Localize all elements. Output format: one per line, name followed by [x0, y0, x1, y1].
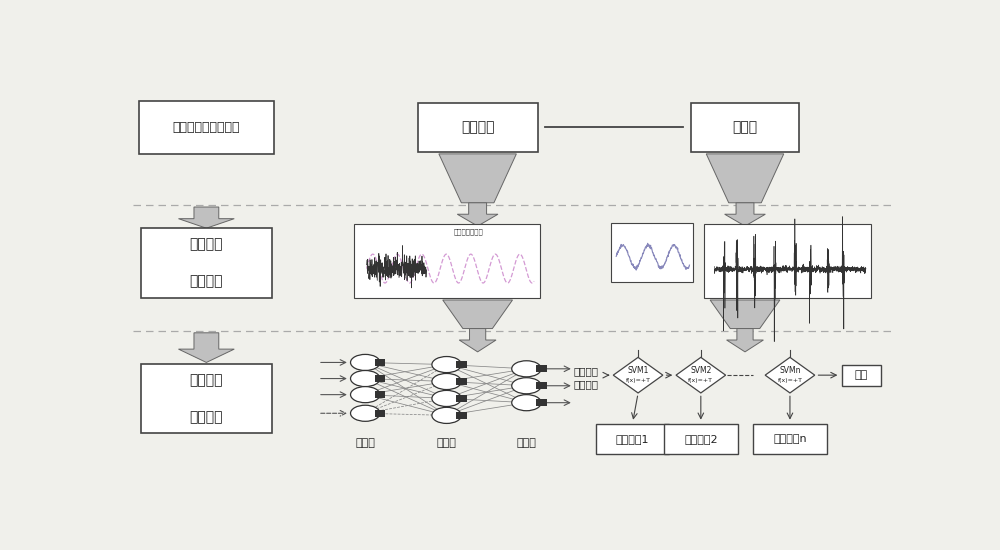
Circle shape — [351, 354, 380, 371]
Circle shape — [432, 356, 461, 372]
Text: 去噪后恢复信号: 去噪后恢复信号 — [454, 229, 484, 235]
Bar — [456, 412, 467, 419]
Bar — [456, 395, 467, 402]
Text: 输入层: 输入层 — [355, 438, 375, 448]
Text: 故障类型1: 故障类型1 — [616, 434, 649, 444]
Text: 中间层: 中间层 — [437, 438, 457, 448]
Bar — [375, 391, 385, 398]
Text: 机械特征: 机械特征 — [461, 120, 494, 134]
Bar — [375, 359, 385, 366]
Bar — [375, 410, 385, 417]
Bar — [375, 375, 385, 382]
Circle shape — [512, 361, 541, 377]
Text: 输出层: 输出层 — [517, 438, 536, 448]
Bar — [536, 399, 547, 406]
Circle shape — [512, 378, 541, 394]
Text: f(x)=+T: f(x)=+T — [688, 378, 713, 383]
Bar — [418, 103, 538, 152]
Polygon shape — [443, 300, 512, 328]
Bar — [704, 224, 871, 298]
Polygon shape — [178, 207, 234, 228]
Bar — [456, 361, 467, 368]
Bar — [664, 424, 738, 454]
Circle shape — [432, 373, 461, 389]
Bar — [354, 224, 540, 298]
Polygon shape — [439, 154, 516, 203]
Circle shape — [512, 395, 541, 411]
Circle shape — [351, 405, 380, 421]
Polygon shape — [178, 333, 234, 362]
Polygon shape — [459, 328, 496, 352]
Polygon shape — [725, 203, 765, 226]
Text: 向量输入: 向量输入 — [574, 379, 599, 389]
Polygon shape — [706, 154, 784, 203]
Text: 故障类型n: 故障类型n — [773, 434, 807, 444]
Polygon shape — [710, 300, 780, 328]
Text: f(x)=+T: f(x)=+T — [777, 378, 802, 383]
Circle shape — [351, 387, 380, 403]
Text: f(x)=+T: f(x)=+T — [626, 378, 651, 383]
Bar — [536, 382, 547, 389]
Circle shape — [432, 408, 461, 424]
Text: 故障特征: 故障特征 — [574, 366, 599, 376]
Bar — [611, 223, 693, 282]
Text: 电部分: 电部分 — [732, 120, 758, 134]
Bar — [536, 365, 547, 372]
Bar — [596, 424, 669, 454]
Text: SVM2: SVM2 — [690, 366, 712, 375]
Text: 故障诊断

诊断模型: 故障诊断 诊断模型 — [190, 373, 223, 424]
Text: 故障类型2: 故障类型2 — [684, 434, 718, 444]
Circle shape — [351, 371, 380, 387]
Polygon shape — [457, 203, 498, 226]
Text: SVM1: SVM1 — [627, 366, 649, 375]
Bar — [456, 378, 467, 385]
Polygon shape — [613, 358, 663, 393]
Bar — [842, 365, 881, 386]
Bar — [691, 103, 799, 152]
Polygon shape — [765, 358, 815, 393]
Text: 小波变换

信号去噪: 小波变换 信号去噪 — [190, 238, 223, 288]
Bar — [139, 101, 274, 154]
Polygon shape — [727, 328, 763, 352]
Bar — [140, 364, 272, 433]
Bar — [753, 424, 827, 454]
Circle shape — [432, 390, 461, 406]
Text: SVMn: SVMn — [779, 366, 801, 375]
Text: 传感器采集提取信号: 传感器采集提取信号 — [173, 121, 240, 134]
Bar — [140, 228, 272, 298]
Polygon shape — [676, 358, 726, 393]
Text: 正常: 正常 — [855, 370, 868, 380]
